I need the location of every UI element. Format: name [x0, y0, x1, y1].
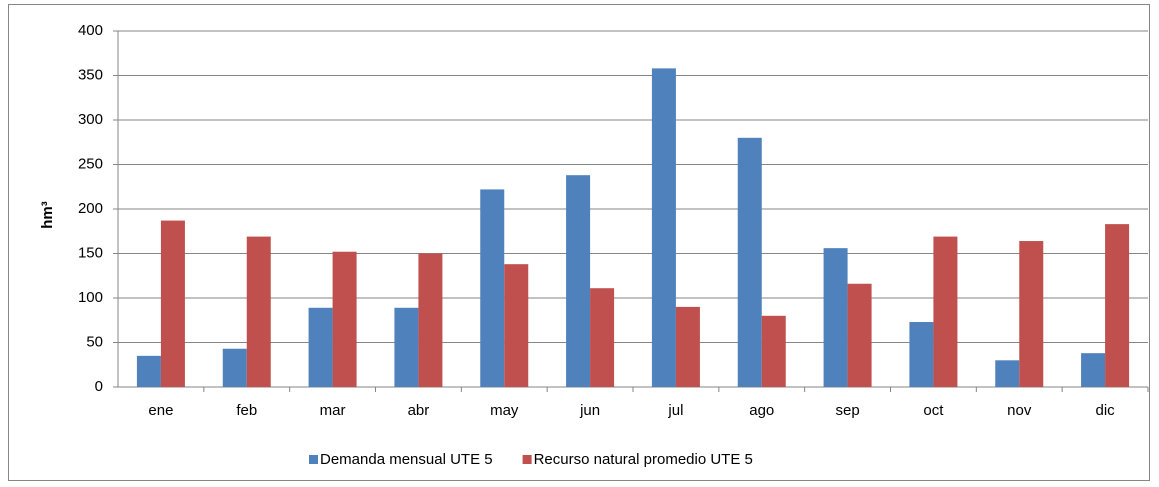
legend-label: Recurso natural promedio UTE 5	[534, 451, 753, 468]
y-tick-label: 50	[86, 333, 103, 350]
bar	[590, 288, 615, 387]
bar	[222, 348, 247, 387]
bar	[761, 315, 786, 387]
x-tick-label: abr	[408, 402, 430, 419]
bar	[246, 236, 271, 387]
bar	[480, 189, 505, 387]
bar	[995, 360, 1020, 387]
bar	[394, 307, 419, 387]
x-tick-label: dic	[1095, 402, 1115, 419]
bar	[1019, 241, 1044, 387]
bar	[418, 253, 443, 387]
y-tick-label: 350	[78, 66, 103, 83]
bar	[737, 137, 762, 387]
bar	[136, 355, 161, 387]
x-tick-label: jul	[667, 402, 683, 419]
bar	[651, 68, 676, 387]
legend-swatch	[522, 455, 532, 464]
bar	[1081, 353, 1106, 387]
y-axis-label: hm³	[39, 201, 56, 229]
y-tick-label: 100	[78, 289, 103, 306]
y-tick-label: 300	[78, 111, 103, 128]
x-tick-label: oct	[923, 402, 944, 419]
bar	[160, 220, 185, 387]
x-tick-label: nov	[1007, 402, 1032, 419]
x-tick-label: ago	[749, 402, 774, 419]
x-tick-label: may	[490, 402, 519, 419]
y-tick-label: 0	[95, 378, 103, 395]
bar	[847, 283, 872, 387]
legend-swatch	[309, 455, 318, 464]
bar	[332, 251, 357, 387]
bar	[504, 264, 529, 387]
bar	[675, 306, 700, 387]
y-tick-label: 250	[78, 155, 103, 172]
x-tick-label: ene	[148, 402, 173, 419]
bar	[933, 236, 958, 387]
bar	[308, 307, 333, 387]
bar	[823, 248, 848, 387]
y-tick-label: 400	[78, 22, 103, 39]
bar	[909, 322, 934, 387]
legend-label: Demanda mensual UTE 5	[320, 451, 493, 468]
bar	[1105, 224, 1130, 387]
x-tick-label: sep	[835, 402, 859, 419]
bar	[566, 175, 591, 387]
x-tick-label: feb	[236, 402, 257, 419]
y-tick-label: 200	[78, 200, 103, 217]
y-tick-label: 150	[78, 244, 103, 261]
x-tick-label: mar	[320, 402, 346, 419]
x-tick-label: jun	[579, 402, 600, 419]
